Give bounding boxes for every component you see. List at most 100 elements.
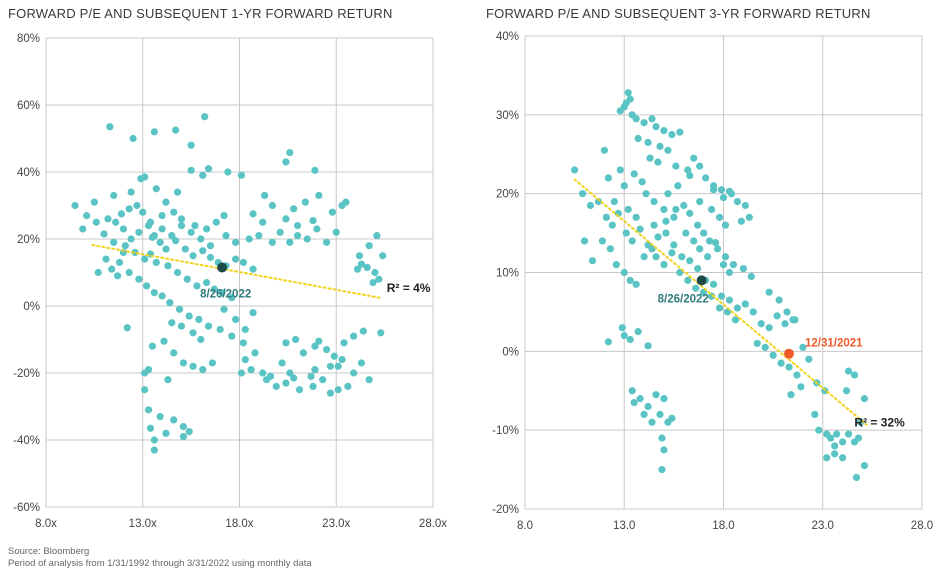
left-data-point: [133, 201, 141, 210]
left-data-point: [141, 173, 149, 181]
left-data-point: [117, 210, 126, 218]
right-y-tick-label: 30%: [496, 110, 519, 122]
left-data-point: [212, 218, 220, 226]
right-data-point: [632, 280, 640, 288]
right-data-point: [707, 205, 716, 214]
left-data-point: [334, 362, 342, 370]
left-data-point: [259, 369, 267, 377]
left-data-point: [251, 349, 259, 357]
right-data-point: [721, 253, 730, 261]
right-data-point: [684, 166, 692, 174]
right-data-point: [668, 130, 676, 139]
right-data-point: [654, 158, 662, 166]
right-data-point: [711, 238, 720, 247]
left-data-point: [355, 252, 364, 260]
left-data-point: [249, 210, 257, 218]
left-data-point: [129, 134, 137, 143]
left-data-point: [206, 253, 215, 262]
left-data-point: [371, 268, 379, 277]
right-data-point: [709, 280, 718, 288]
right-data-point: [604, 174, 612, 182]
right-data-point: [725, 268, 734, 277]
left-data-point: [135, 275, 143, 283]
right-data-point: [811, 410, 819, 418]
left-r2-label: R² = 4%: [387, 281, 431, 295]
left-data-point: [156, 412, 164, 421]
left-data-point: [332, 228, 340, 236]
left-data-point: [125, 205, 133, 213]
right-data-point: [662, 229, 670, 237]
right-data-point: [721, 221, 730, 229]
right-data-point: [626, 335, 634, 344]
right-data-point: [854, 434, 863, 442]
right-data-point: [612, 261, 620, 269]
left-data-point: [108, 265, 116, 273]
left-data-point: [170, 349, 178, 357]
right-data-point: [580, 237, 589, 245]
right-data-point: [644, 402, 652, 411]
right-data-point: [578, 190, 587, 198]
left-data-point: [144, 366, 153, 374]
right-data-point: [793, 371, 801, 379]
left-data-point: [199, 366, 207, 374]
right-data-point: [642, 190, 650, 198]
left-y-tick-label: 0%: [23, 301, 40, 313]
left-data-point: [102, 255, 110, 263]
left-data-point: [156, 238, 164, 246]
right-data-point: [608, 221, 616, 229]
left-data-point: [249, 309, 257, 317]
right-data-point: [729, 261, 738, 269]
right-x-tick-label: 8.0: [517, 520, 533, 532]
right-data-point: [737, 217, 745, 225]
left-data-point: [322, 345, 331, 354]
right-data-point: [765, 288, 773, 296]
left-data-point: [177, 222, 186, 230]
left-data-point: [189, 362, 197, 370]
left-data-point: [278, 359, 286, 367]
left-data-point: [315, 337, 323, 345]
left-data-point: [268, 201, 276, 210]
left-data-point: [144, 406, 153, 414]
left-data-point: [365, 242, 373, 250]
right-data-point: [674, 182, 682, 190]
right-data-point: [715, 213, 724, 221]
right-data-point: [630, 170, 638, 178]
right-data-point: [640, 410, 648, 418]
left-data-point: [160, 337, 168, 345]
left-data-point: [292, 335, 300, 344]
left-data-point: [162, 429, 170, 437]
right-data-point: [668, 414, 676, 422]
right-data-point: [588, 257, 597, 265]
right-data-point: [620, 268, 628, 277]
left-data-point: [197, 335, 205, 344]
right-data-point: [670, 213, 678, 221]
right-data-point: [773, 312, 781, 320]
left-data-point: [299, 349, 307, 357]
left-data-point: [290, 205, 298, 213]
right-data-point: [624, 89, 632, 97]
left-data-point: [119, 225, 127, 233]
left-y-tick-label: 20%: [17, 234, 40, 246]
left-data-point: [307, 372, 315, 380]
right-data-point: [668, 249, 676, 257]
left-data-point: [373, 232, 381, 240]
left-y-tick-label: -20%: [13, 368, 40, 380]
right-data-point: [775, 296, 783, 304]
right-data-point: [777, 359, 785, 367]
right-data-point: [644, 138, 652, 147]
left-data-point: [92, 218, 100, 226]
right-data-point: [624, 205, 632, 214]
left-data-point: [168, 232, 176, 240]
left-data-point: [189, 252, 197, 260]
left-data-point: [353, 265, 362, 273]
right-data-point: [634, 328, 642, 336]
left-data-point: [177, 322, 186, 330]
left-data-point: [208, 359, 217, 367]
left-data-point: [379, 252, 387, 260]
left-data-point: [245, 235, 253, 243]
left-data-point: [350, 369, 358, 377]
left-data-point: [158, 292, 166, 300]
left-data-point: [313, 225, 321, 233]
right-data-point: [620, 182, 628, 190]
right-data-point: [604, 338, 612, 346]
